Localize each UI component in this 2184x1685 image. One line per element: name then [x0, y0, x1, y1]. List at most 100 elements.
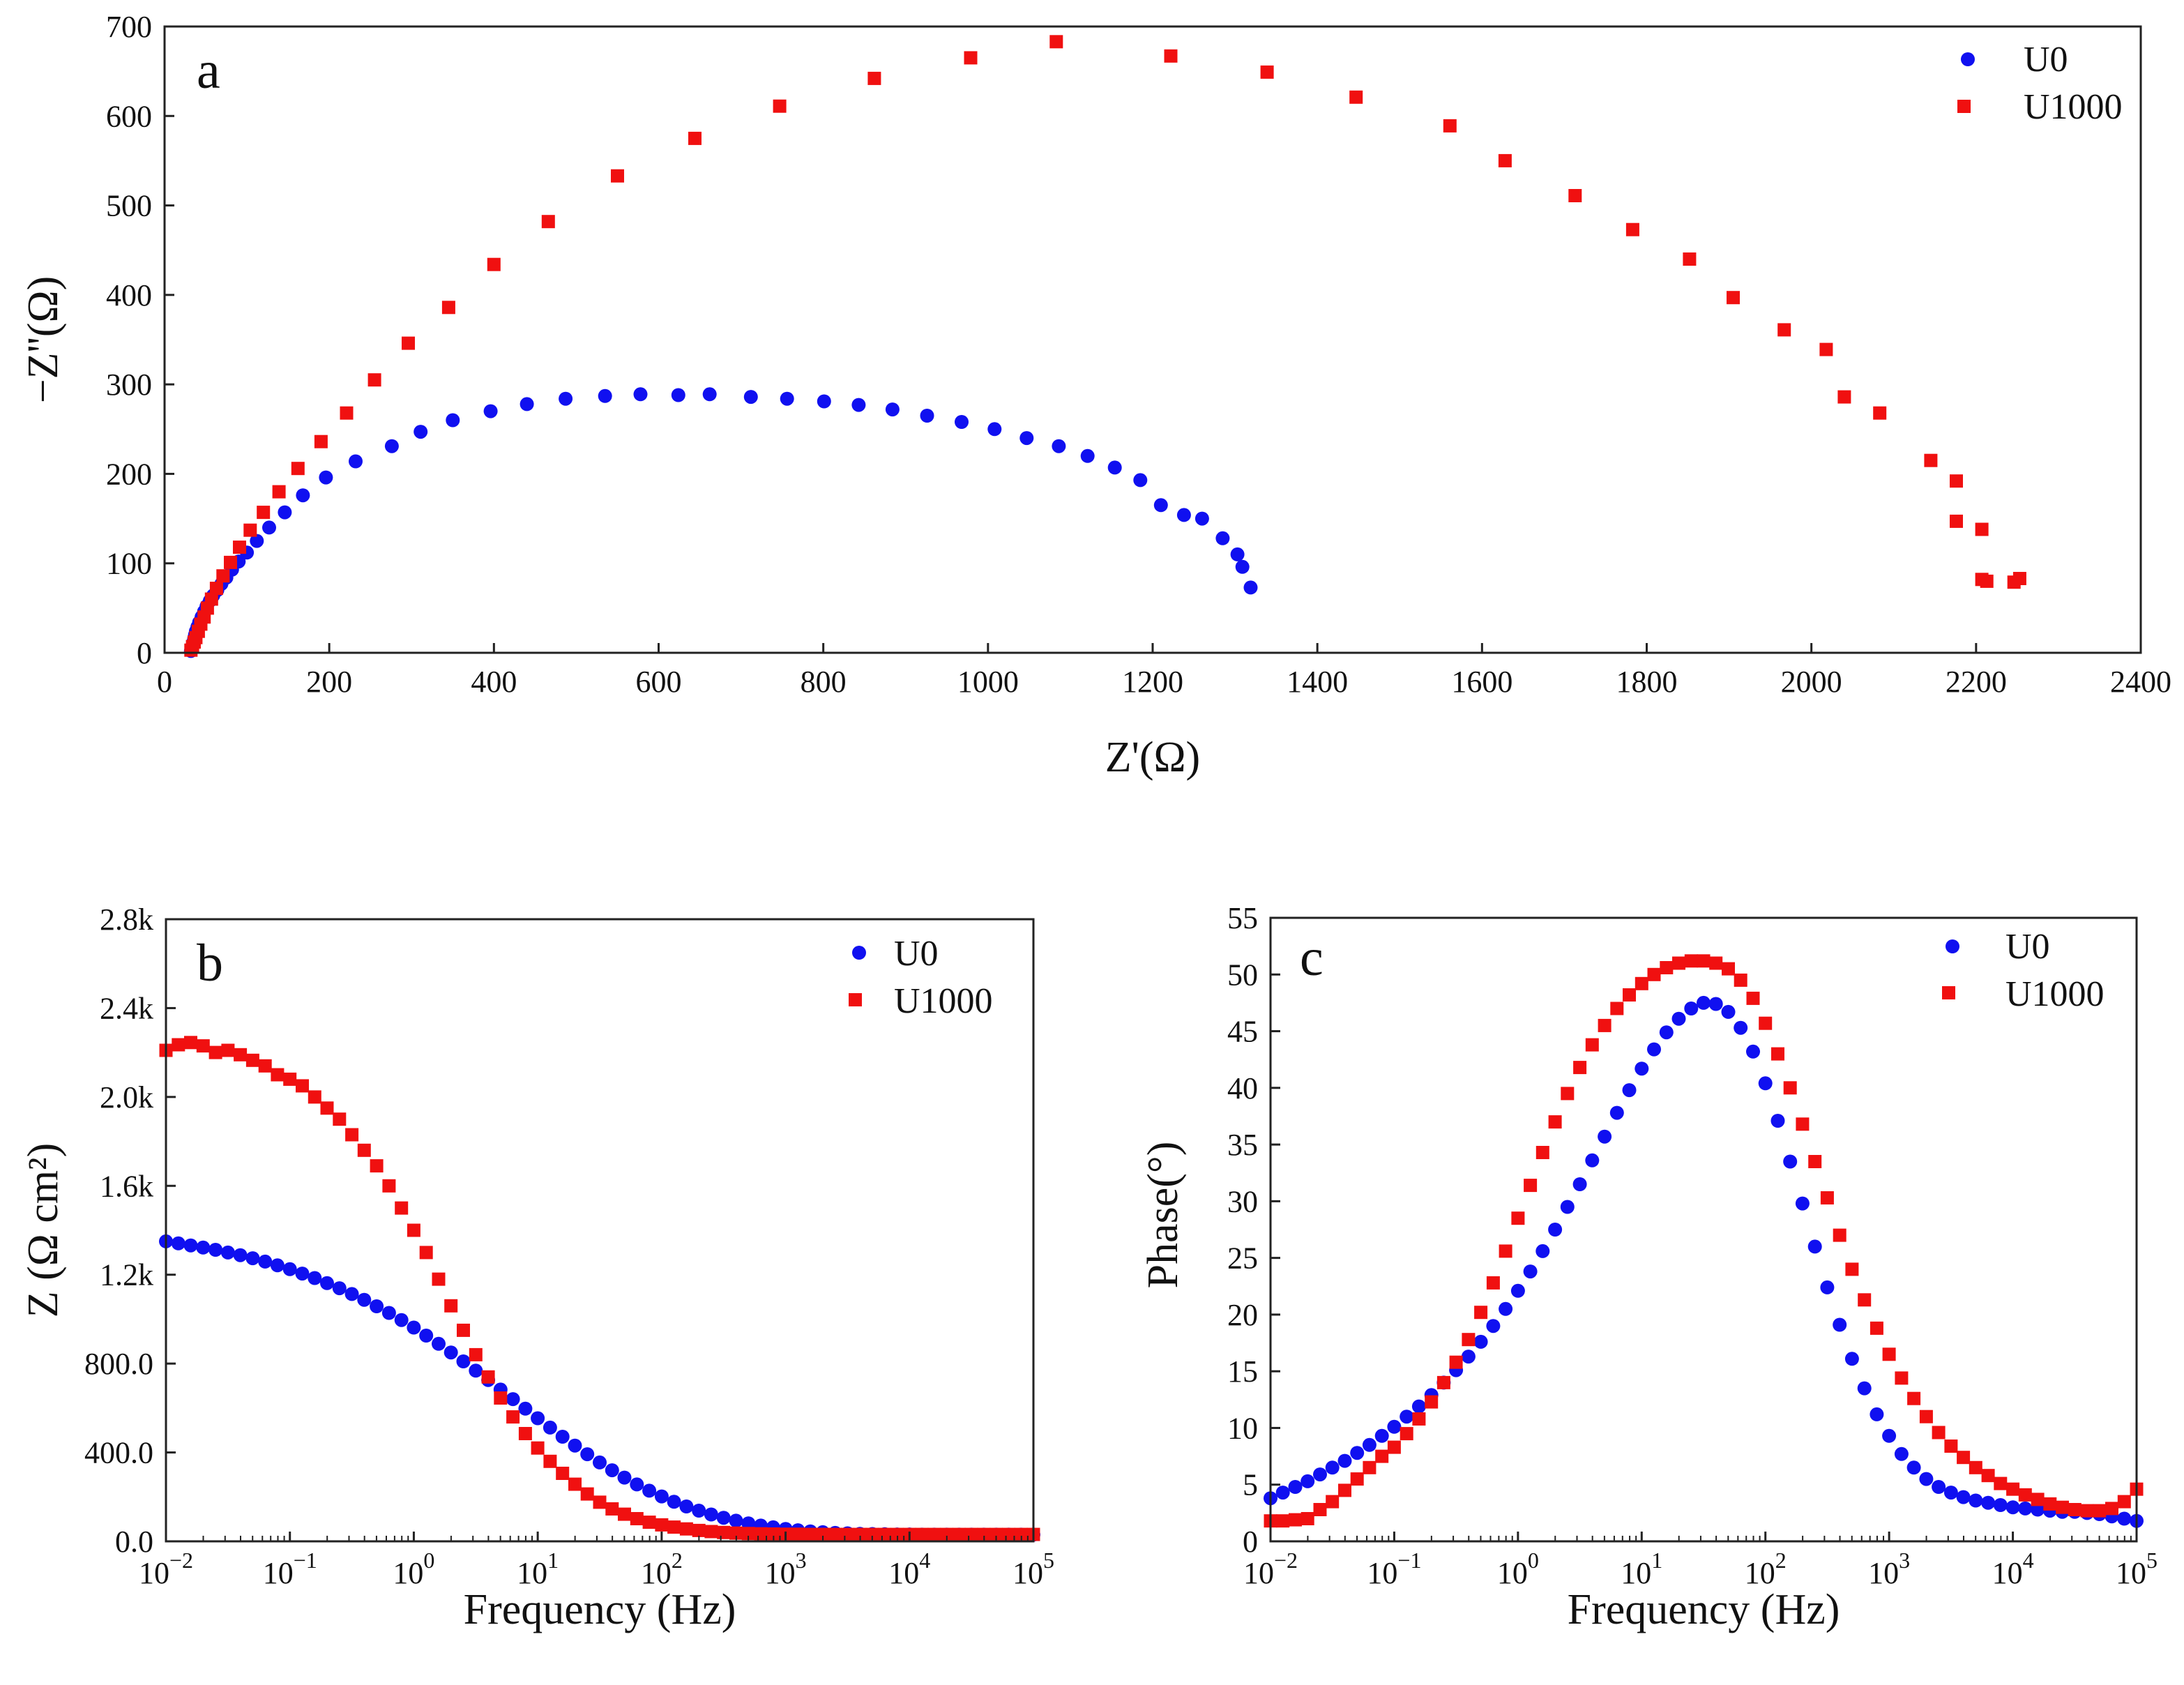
- panel-b-letter: b: [197, 934, 223, 992]
- panel-b-point-u0: [270, 1258, 285, 1273]
- panel-c-point-u0: [1523, 1264, 1538, 1279]
- panel-b-point-u1000: [333, 1112, 347, 1126]
- panel-c-point-u1000: [1969, 1460, 1982, 1474]
- panel-c-point-u0: [1783, 1154, 1798, 1169]
- panel-c-point-u1000: [1895, 1371, 1909, 1385]
- panel-c-point-u0: [1473, 1334, 1488, 1349]
- panel-a-point-u1000: [367, 373, 381, 387]
- panel-b-point-u1000: [196, 1039, 210, 1053]
- panel-b-ytick-label: 1.6k: [100, 1169, 153, 1203]
- panel-c-point-u1000: [1326, 1495, 1340, 1509]
- panel-b-point-u1000: [816, 1527, 830, 1541]
- panel-b-xtick-label: 105: [1013, 1548, 1054, 1590]
- panel-c-point-u0: [1708, 997, 1723, 1011]
- panel-c-xlabel: Frequency (Hz): [1568, 1586, 1840, 1633]
- panel-b-point-u0: [381, 1306, 396, 1320]
- panel-c-point-u0: [1635, 1061, 1649, 1076]
- panel-b-point-u1000: [989, 1527, 1003, 1541]
- panel-b-point-u1000: [469, 1347, 483, 1361]
- panel-a-point-u1000: [1498, 153, 1512, 167]
- panel-a-point-u1000: [243, 523, 257, 537]
- panel-b-point-u0: [320, 1276, 334, 1290]
- panel-c-point-u0: [1746, 1044, 1760, 1059]
- panel-c-point-u1000: [1561, 1087, 1575, 1101]
- panel-a-point-u0: [384, 439, 399, 453]
- panel-b-point-u1000: [320, 1101, 334, 1115]
- panel-b-point-u0: [692, 1504, 706, 1518]
- panel-c-point-u0: [1870, 1407, 1884, 1421]
- panel-b-point-u0: [654, 1489, 669, 1504]
- panel-a-point-u0: [1153, 498, 1168, 513]
- panel-c-legend: U0 U1000: [1942, 927, 2105, 1014]
- panel-b-point-u0: [196, 1240, 211, 1255]
- panel-a-ytick-label: 100: [106, 547, 152, 581]
- panel-c-point-u1000: [2031, 1493, 2045, 1506]
- panel-c-ytick-label: 30: [1227, 1184, 1258, 1218]
- panel-b-point-u1000: [481, 1370, 495, 1384]
- panel-a-legend-u1000-marker: [1957, 100, 1971, 113]
- panel-b-point-u1000: [630, 1512, 644, 1525]
- panel-c-point-u1000: [1623, 988, 1636, 1002]
- panel-b-point-u1000: [271, 1068, 285, 1082]
- panel-b-point-u1000: [642, 1516, 656, 1529]
- panel-b-point-u0: [245, 1251, 260, 1266]
- panel-b-legend-u0: U0: [894, 934, 939, 974]
- panel-c-point-u1000: [1449, 1355, 1463, 1369]
- panel-b-point-u0: [258, 1254, 273, 1269]
- panel-b-point-u0: [344, 1287, 359, 1301]
- panel-a-point-u0: [1019, 431, 1034, 446]
- panel-a-xtick-label: 2200: [1946, 665, 2007, 699]
- panel-c-point-u0: [1932, 1480, 1946, 1494]
- panel-b-point-u1000: [704, 1525, 718, 1539]
- panel-c-ytick-label: 45: [1227, 1015, 1258, 1049]
- panel-a-point-u1000: [1873, 406, 1887, 420]
- panel-b-point-u1000: [506, 1410, 520, 1424]
- panel-c-point-u0: [1758, 1076, 1773, 1091]
- panel-a-point-u0: [885, 402, 900, 417]
- panel-b-ytick-label: 1.2k: [100, 1258, 153, 1292]
- panel-b-point-u0: [617, 1470, 632, 1485]
- panel-c-point-u1000: [1981, 1469, 1995, 1483]
- panel-c-point-u0: [1844, 1352, 1859, 1366]
- panel-a-point-u0: [633, 387, 648, 402]
- panel-c-point-u1000: [1808, 1155, 1822, 1168]
- panel-c-point-u0: [1548, 1223, 1563, 1237]
- panel-a-xtick-label: 2000: [1781, 665, 1842, 699]
- panel-c-point-u1000: [1833, 1228, 1846, 1242]
- panel-b-point-u1000: [927, 1527, 941, 1541]
- panel-b-point-u1000: [568, 1477, 582, 1491]
- panel-b-point-u0: [667, 1495, 681, 1509]
- panel-a-point-u0: [1215, 531, 1230, 545]
- panel-b-point-u0: [370, 1299, 384, 1313]
- panel-c-point-u1000: [1932, 1426, 1946, 1440]
- panel-b-point-u1000: [432, 1272, 446, 1286]
- panel-a-ytick-label: 600: [106, 99, 152, 133]
- panel-a-point-u1000: [204, 592, 218, 606]
- panel-b-point-u1000: [221, 1043, 235, 1057]
- panel-a-point-u0: [817, 394, 831, 409]
- panel-a-nyquist: 0 200 400 600 800 1000 1200 1400 1600 1800 2000 220…: [20, 10, 2171, 781]
- panel-c-point-u0: [1535, 1244, 1550, 1258]
- panel-c-point-u0: [1325, 1460, 1340, 1475]
- panel-a-point-u0: [780, 391, 794, 406]
- panel-c-point-u1000: [1535, 1146, 1549, 1159]
- panel-a-point-u0: [1176, 508, 1191, 522]
- panel-b-point-u0: [308, 1271, 322, 1285]
- panel-c-point-u0: [1993, 1498, 2008, 1512]
- panel-b-point-u0: [568, 1438, 582, 1453]
- panel-b-ytick-label: 800.0: [84, 1347, 153, 1381]
- panel-a-point-u1000: [402, 336, 415, 350]
- panel-a-legend: U0 U1000: [1957, 40, 2123, 127]
- panel-c-point-u1000: [1944, 1440, 1958, 1453]
- panel-b-point-u1000: [679, 1522, 693, 1536]
- panel-c-point-u1000: [1660, 961, 1674, 974]
- panel-c-point-u1000: [1598, 1018, 1612, 1032]
- panel-c-point-u1000: [1276, 1514, 1290, 1528]
- panel-b-xtick-label: 10−1: [263, 1548, 317, 1590]
- panel-c-point-u0: [1288, 1480, 1303, 1494]
- panel-c-point-u0: [1374, 1428, 1389, 1443]
- panel-a-point-u1000: [773, 99, 787, 113]
- panel-b-point-u1000: [1014, 1527, 1028, 1541]
- panel-a-point-u1000: [964, 51, 978, 65]
